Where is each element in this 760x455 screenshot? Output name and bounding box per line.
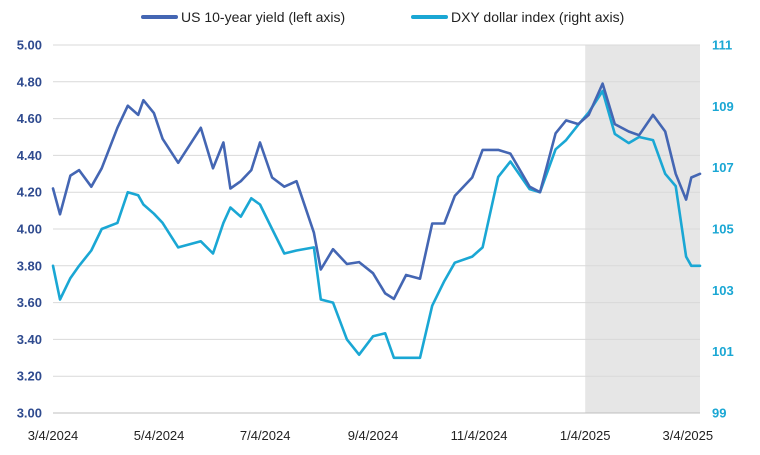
left-axis-tick-label: 4.20 bbox=[17, 185, 42, 200]
x-axis-tick-label: 3/4/2024 bbox=[28, 428, 79, 443]
left-axis-tick-label: 4.40 bbox=[17, 148, 42, 163]
right-y-axis: 99 101 103 105 107 109 111 bbox=[712, 38, 734, 421]
x-axis-tick-label: 9/4/2024 bbox=[348, 428, 399, 443]
left-axis-tick-label: 3.00 bbox=[17, 406, 42, 421]
right-axis-tick-label: 107 bbox=[712, 160, 734, 175]
left-y-axis: 3.00 3.20 3.40 3.60 3.80 4.00 4.20 4.40 4.60 4.80… bbox=[17, 38, 42, 421]
left-axis-tick-label: 3.20 bbox=[17, 369, 42, 384]
right-axis-tick-label: 101 bbox=[712, 344, 734, 359]
series-line-dxy-dollar-index bbox=[51, 89, 702, 360]
left-axis-tick-label: 4.80 bbox=[17, 74, 42, 89]
series-lines bbox=[51, 82, 702, 360]
left-axis-tick-label: 3.80 bbox=[17, 258, 42, 273]
left-axis-tick-label: 4.00 bbox=[17, 222, 42, 237]
x-axis-tick-label: 5/4/2024 bbox=[134, 428, 185, 443]
legend-label-dxy: DXY dollar index (right axis) bbox=[451, 9, 624, 25]
left-axis-tick-label: 3.60 bbox=[17, 295, 42, 310]
legend-label-yield: US 10-year yield (left axis) bbox=[181, 9, 345, 25]
right-axis-tick-label: 103 bbox=[712, 283, 734, 298]
right-axis-tick-label: 105 bbox=[712, 222, 734, 237]
x-axis: 3/4/2024 5/4/2024 7/4/2024 9/4/2024 11/4/202… bbox=[28, 412, 714, 443]
right-axis-tick-label: 99 bbox=[712, 406, 726, 421]
x-axis-tick-label: 1/4/2025 bbox=[560, 428, 611, 443]
horizontal-gridlines bbox=[53, 44, 700, 414]
right-axis-tick-label: 111 bbox=[712, 38, 732, 53]
right-axis-tick-label: 109 bbox=[712, 99, 734, 114]
left-axis-tick-label: 4.60 bbox=[17, 111, 42, 126]
x-axis-tick-label: 7/4/2024 bbox=[240, 428, 291, 443]
left-axis-tick-label: 5.00 bbox=[17, 38, 42, 53]
series-line-us-10-year-yield bbox=[51, 82, 702, 301]
x-axis-tick-label: 11/4/2024 bbox=[451, 428, 508, 443]
left-axis-tick-label: 3.40 bbox=[17, 332, 42, 347]
x-axis-tick-label: 3/4/2025 bbox=[663, 428, 714, 443]
legend: US 10-year yield (left axis) DXY dollar … bbox=[141, 9, 624, 25]
